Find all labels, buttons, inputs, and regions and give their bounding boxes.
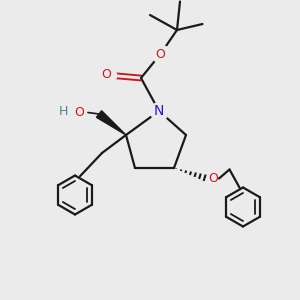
Text: N: N	[154, 104, 164, 118]
Text: H: H	[58, 105, 68, 119]
Text: O: O	[156, 47, 165, 61]
Text: O: O	[209, 172, 218, 185]
Text: O: O	[75, 106, 84, 119]
Text: O: O	[102, 68, 111, 82]
Polygon shape	[96, 111, 126, 135]
